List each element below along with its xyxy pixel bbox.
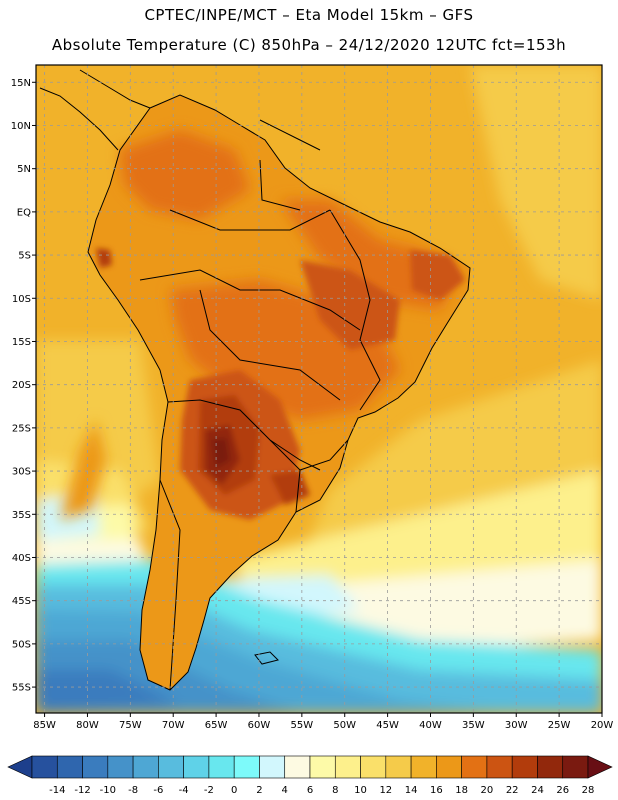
lat-tick-label: 20S <box>12 380 31 391</box>
lon-tick-label: 70W <box>162 720 185 731</box>
colorbar-swatch <box>132 755 159 779</box>
colorbar-label: 16 <box>430 785 443 796</box>
colorbar-swatch <box>486 755 513 779</box>
colorbar-swatch <box>208 755 235 779</box>
colorbar-swatch <box>436 755 462 779</box>
lat-tick-label: 30S <box>12 467 31 478</box>
lat-tick-label: 45S <box>12 596 31 607</box>
colorbar-swatch <box>233 755 260 779</box>
colorbar-swatch <box>107 755 134 779</box>
colorbar-label: -6 <box>153 785 163 796</box>
lat-tick-label: 10N <box>11 121 31 132</box>
colorbar-label: 6 <box>307 785 313 796</box>
lat-tick-label: 5N <box>17 164 31 175</box>
colorbar-swatch <box>511 755 538 779</box>
lon-tick-label: 40W <box>419 720 442 731</box>
colorbar-swatch <box>56 755 83 779</box>
colorbar-swatch <box>82 755 109 779</box>
colorbar-swatch <box>537 755 564 779</box>
lon-tick-label: 25W <box>548 720 571 731</box>
longitude-axis: 85W 80W 75W 70W 65W 60W 55W 50W 45W 40W 35W 30W 25W 2… <box>33 713 613 731</box>
colorbar-label: 0 <box>231 785 237 796</box>
lon-tick-label: 75W <box>119 720 142 731</box>
lon-tick-label: 85W <box>33 720 56 731</box>
lon-tick-label: 50W <box>333 720 356 731</box>
graticule <box>36 65 602 713</box>
lat-tick-label: 40S <box>12 553 31 564</box>
colorbar-label: 14 <box>405 785 418 796</box>
colorbar-label: 20 <box>481 785 494 796</box>
colorbar-label: -8 <box>128 785 138 796</box>
coastlines-borders <box>39 69 471 691</box>
colorbar-swatch <box>183 755 210 779</box>
lon-tick-label: 35W <box>462 720 485 731</box>
colorbar-label: -4 <box>179 785 189 796</box>
lat-tick-label: 10S <box>12 294 31 305</box>
colorbar-swatch <box>461 755 488 779</box>
colorbar-label: 28 <box>582 785 595 796</box>
colorbar: -14 -12 -10 -8 -6 -4 -2 0 2 4 6 8 10 12 14 16 18 20 22 24 26… <box>7 755 613 796</box>
lon-tick-label: 60W <box>248 720 271 731</box>
colorbar-label: -14 <box>49 785 65 796</box>
temperature-field <box>36 65 602 713</box>
colorbar-swatch <box>385 755 412 779</box>
colorbar-swatch <box>334 755 361 779</box>
colorbar-swatch <box>562 755 589 779</box>
colorbar-label: -10 <box>100 785 116 796</box>
colorbar-label: 12 <box>379 785 392 796</box>
lon-tick-label: 20W <box>591 720 614 731</box>
lat-tick-label: 50S <box>12 639 31 650</box>
colorbar-label: -2 <box>204 785 214 796</box>
lon-tick-label: 65W <box>205 720 228 731</box>
lon-tick-label: 55W <box>291 720 314 731</box>
colorbar-label: 26 <box>556 785 569 796</box>
lon-tick-label: 45W <box>376 720 399 731</box>
map-title-line-1: CPTEC/INPE/MCT – Eta Model 15km – GFS <box>144 6 474 24</box>
lon-tick-label: 80W <box>76 720 99 731</box>
colorbar-swatch <box>360 755 387 779</box>
colorbar-label: 2 <box>256 785 262 796</box>
colorbar-swatch <box>309 755 336 779</box>
colorbar-swatch <box>259 755 286 779</box>
colorbar-label: 22 <box>506 785 519 796</box>
colorbar-swatch <box>284 755 311 779</box>
colorbar-label: -12 <box>74 785 90 796</box>
latitude-axis: 15N 10N 5N EQ 5S 10S 15S 20S 25S 30S 35S 40S 45S 50S 5… <box>11 78 36 694</box>
colorbar-label: 18 <box>455 785 468 796</box>
lon-tick-label: 30W <box>505 720 528 731</box>
colorbar-swatch <box>158 755 184 779</box>
lat-tick-label: 55S <box>12 683 31 694</box>
map-title-line-2: Absolute Temperature (C) 850hPa – 24/12/… <box>51 36 567 54</box>
colorbar-swatch <box>31 755 58 779</box>
colorbar-arrow-high <box>587 755 613 779</box>
map-frame <box>35 64 603 714</box>
lat-tick-label: 15S <box>12 337 31 348</box>
lat-tick-label: 35S <box>12 510 31 521</box>
colorbar-swatch <box>410 755 437 779</box>
lat-tick-label: EQ <box>17 207 31 218</box>
lat-tick-label: 5S <box>18 251 31 262</box>
colorbar-label: 10 <box>354 785 367 796</box>
lat-tick-label: 15N <box>11 78 31 89</box>
colorbar-label: 4 <box>282 785 288 796</box>
colorbar-label: 8 <box>332 785 338 796</box>
colorbar-arrow-low <box>7 755 33 779</box>
lat-tick-label: 25S <box>12 423 31 434</box>
colorbar-label: 24 <box>531 785 544 796</box>
